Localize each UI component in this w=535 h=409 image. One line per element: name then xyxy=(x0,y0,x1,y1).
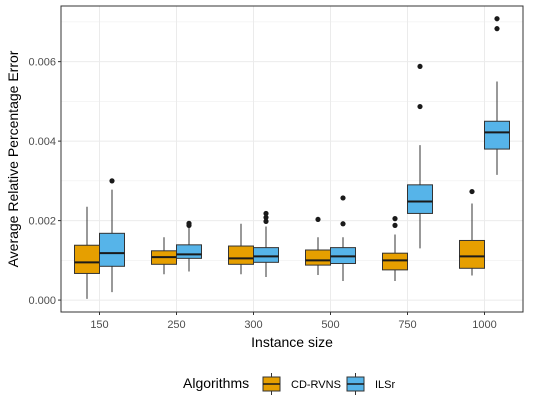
x-tick-label: 300 xyxy=(244,319,262,331)
legend-item-cd-rvns: CD-RVNS xyxy=(262,373,341,395)
outlier-point xyxy=(469,188,475,195)
y-tick-label: 0.000 xyxy=(28,295,56,307)
outlier-point xyxy=(263,214,269,221)
box-cd-rvns-500 xyxy=(305,216,331,276)
legend: Algorithms CD-RVNS ILSr xyxy=(183,373,396,395)
box-body xyxy=(459,239,485,269)
outlier-point xyxy=(417,63,423,70)
outlier-point xyxy=(263,218,269,224)
box-body xyxy=(305,249,331,266)
axis-layer: 0.000 0.002 0.004 0.006 150 250 300 500 750 1000 xyxy=(28,57,496,331)
box-body xyxy=(228,245,254,265)
y-tick-label: 0.004 xyxy=(28,136,56,148)
x-tick-label: 150 xyxy=(90,319,108,331)
y-tick-label: 0.002 xyxy=(28,216,56,228)
outlier-point xyxy=(315,216,321,223)
box-ilsr-150 xyxy=(99,178,125,293)
x-tick-label: 750 xyxy=(398,319,416,331)
box-body xyxy=(382,252,408,271)
outlier-point xyxy=(186,220,192,226)
outlier-point xyxy=(494,26,500,32)
outlier-point xyxy=(417,103,423,110)
legend-title: Algorithms xyxy=(183,375,249,391)
outlier-point xyxy=(263,210,269,217)
x-tick-label: 250 xyxy=(167,319,185,331)
outlier-point xyxy=(494,16,500,22)
x-tick-label: 500 xyxy=(321,319,339,331)
legend-item-ilsr: ILSr xyxy=(346,373,396,395)
box-body xyxy=(99,232,125,267)
y-axis-title: Average Relative Percentage Error xyxy=(5,50,21,267)
box-cd-rvns-300 xyxy=(228,223,254,275)
box-body xyxy=(253,247,279,263)
legend-label: ILSr xyxy=(375,379,396,391)
box-ilsr-300 xyxy=(253,210,279,278)
box-cd-rvns-750 xyxy=(382,216,408,282)
box-cd-rvns-150 xyxy=(74,206,100,299)
outlier-point xyxy=(340,195,346,201)
box-ilsr-250 xyxy=(176,220,202,272)
box-cd-rvns-250 xyxy=(151,237,177,275)
box-ilsr-1000 xyxy=(484,16,510,175)
box-layer xyxy=(74,16,510,299)
box-body xyxy=(407,184,433,214)
plot-border xyxy=(60,5,524,313)
outlier-point xyxy=(392,222,398,228)
box-body xyxy=(484,120,510,150)
plot-panel xyxy=(61,6,523,312)
box-ilsr-500 xyxy=(330,195,356,282)
x-axis-title: Instance size xyxy=(251,334,333,350)
outlier-point xyxy=(109,178,115,184)
y-tick-label: 0.006 xyxy=(28,57,56,69)
outlier-point xyxy=(392,216,398,222)
box-ilsr-750 xyxy=(407,63,433,249)
x-tick-label: 1000 xyxy=(472,319,496,331)
legend-label: CD-RVNS xyxy=(291,379,341,391)
outlier-point xyxy=(340,221,346,227)
box-cd-rvns-1000 xyxy=(459,188,485,276)
box-body xyxy=(176,244,202,259)
box-body xyxy=(74,244,100,274)
